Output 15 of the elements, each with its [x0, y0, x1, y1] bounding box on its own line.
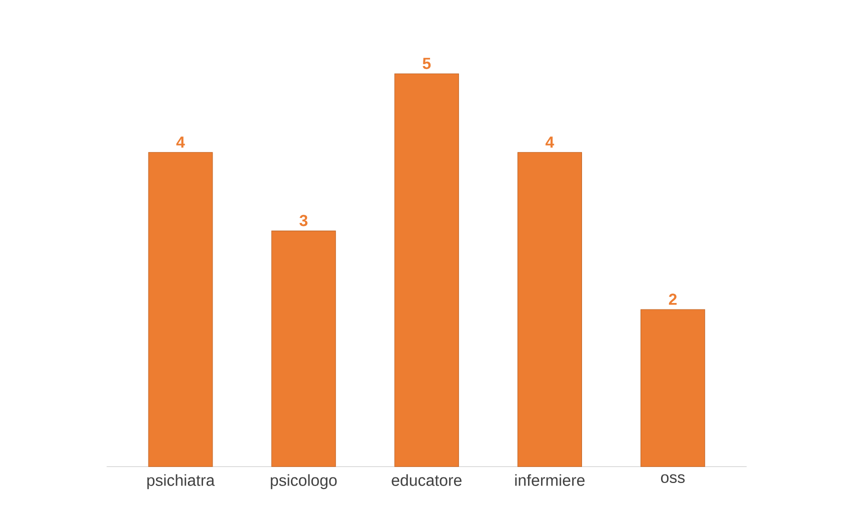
bar	[640, 309, 706, 467]
bar	[148, 152, 213, 467]
data-label: 5	[422, 58, 431, 70]
data-label: 2	[668, 294, 677, 305]
data-label: 4	[546, 136, 554, 148]
x-tick-label: infermiere	[515, 474, 585, 486]
bar	[271, 230, 336, 467]
bar	[394, 74, 459, 467]
data-label: 3	[300, 214, 308, 226]
x-tick-label: psichiatra	[147, 474, 215, 490]
data-label: 4	[176, 136, 185, 148]
bar	[517, 152, 582, 467]
x-tick-label: educatore	[392, 474, 462, 486]
x-tick-label: oss	[661, 474, 685, 483]
x-tick-label: psicologo	[270, 474, 337, 490]
